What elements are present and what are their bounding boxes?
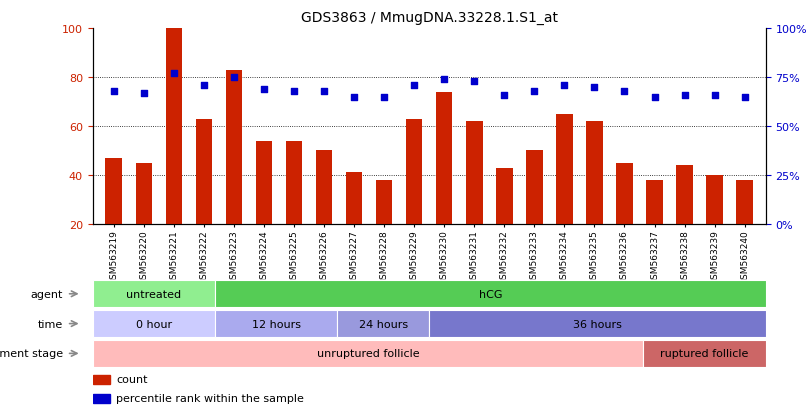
Text: untreated: untreated: [127, 289, 181, 299]
Point: [498, 92, 511, 99]
Text: unruptured follicle: unruptured follicle: [317, 349, 419, 358]
Bar: [93, 394, 110, 403]
Text: ruptured follicle: ruptured follicle: [660, 349, 749, 358]
Bar: [338, 310, 430, 337]
Point: [347, 94, 360, 101]
Point: [168, 71, 181, 77]
Point: [137, 90, 150, 97]
Point: [227, 74, 240, 81]
Point: [528, 88, 541, 95]
Point: [467, 78, 480, 85]
Bar: [286, 141, 302, 224]
Point: [257, 86, 270, 93]
Bar: [643, 340, 766, 367]
Bar: [646, 180, 663, 224]
Title: GDS3863 / MmugDNA.33228.1.S1_at: GDS3863 / MmugDNA.33228.1.S1_at: [301, 11, 558, 25]
Point: [288, 88, 301, 95]
Bar: [93, 375, 110, 384]
Bar: [93, 280, 215, 308]
Bar: [406, 119, 422, 224]
Bar: [215, 310, 338, 337]
Point: [318, 88, 330, 95]
Bar: [256, 141, 272, 224]
Text: 24 hours: 24 hours: [359, 319, 408, 329]
Point: [438, 76, 451, 83]
Bar: [737, 180, 753, 224]
Bar: [316, 151, 332, 224]
Bar: [346, 173, 363, 224]
Bar: [436, 93, 452, 224]
Text: hCG: hCG: [479, 289, 502, 299]
Text: count: count: [116, 374, 147, 384]
Point: [708, 92, 721, 99]
Bar: [135, 163, 152, 224]
Bar: [466, 122, 483, 224]
Bar: [165, 29, 182, 224]
Bar: [376, 180, 393, 224]
Text: development stage: development stage: [0, 349, 63, 358]
Text: 36 hours: 36 hours: [573, 319, 622, 329]
Point: [738, 94, 751, 101]
Bar: [706, 176, 723, 224]
Text: time: time: [38, 319, 63, 329]
Point: [558, 82, 571, 89]
Point: [378, 94, 391, 101]
Bar: [586, 122, 603, 224]
Point: [197, 82, 210, 89]
Bar: [93, 310, 215, 337]
Point: [588, 84, 601, 91]
Bar: [196, 119, 212, 224]
Bar: [526, 151, 542, 224]
Bar: [226, 71, 242, 224]
Point: [107, 88, 120, 95]
Bar: [556, 114, 572, 224]
Text: percentile rank within the sample: percentile rank within the sample: [116, 393, 304, 403]
Bar: [617, 163, 633, 224]
Bar: [429, 310, 766, 337]
Text: 12 hours: 12 hours: [251, 319, 301, 329]
Point: [648, 94, 661, 101]
Text: agent: agent: [31, 289, 63, 299]
Bar: [93, 340, 643, 367]
Bar: [106, 158, 122, 224]
Point: [408, 82, 421, 89]
Bar: [496, 168, 513, 224]
Bar: [215, 280, 766, 308]
Text: 0 hour: 0 hour: [135, 319, 172, 329]
Point: [618, 88, 631, 95]
Bar: [676, 166, 693, 224]
Point: [678, 92, 691, 99]
